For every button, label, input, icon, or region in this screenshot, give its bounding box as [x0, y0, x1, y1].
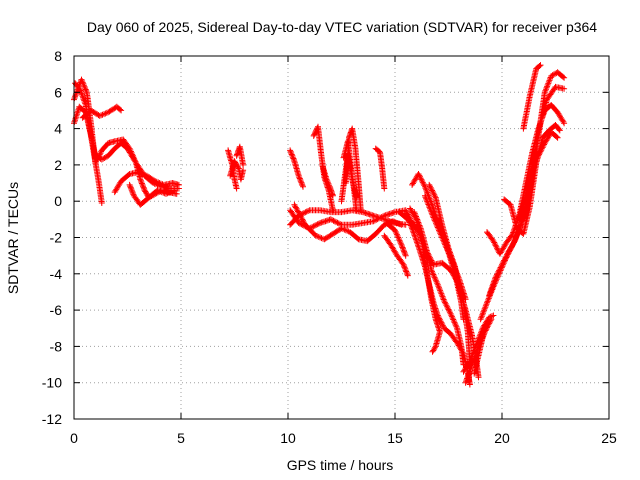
y-tick-label: -10 — [42, 375, 62, 391]
axis-ticks: 0 5 10 15 20 25 -12 -10 -8 -6 -4 -2 0 2 4 6 8 — [42, 48, 617, 446]
y-tick-label: 8 — [54, 48, 62, 64]
y-tick-label: -8 — [50, 338, 63, 354]
y-tick-label: 4 — [54, 121, 62, 137]
x-tick-label: 10 — [280, 430, 296, 446]
sdtvar-data-points — [71, 62, 568, 388]
y-tick-label: 6 — [54, 84, 62, 100]
y-tick-label: 0 — [54, 193, 62, 209]
y-tick-label: -4 — [50, 266, 63, 282]
data-points-layer — [71, 62, 568, 388]
x-tick-label: 25 — [601, 430, 617, 446]
x-axis-label: GPS time / hours — [287, 457, 394, 473]
x-tick-label: 5 — [177, 430, 185, 446]
chart-title: Day 060 of 2025, Sidereal Day-to-day VTE… — [87, 19, 597, 35]
x-tick-label: 0 — [70, 430, 78, 446]
y-axis-label: SDTVAR / TECUs — [5, 182, 21, 294]
y-tick-label: -6 — [50, 302, 63, 318]
y-tick-label: -12 — [42, 411, 62, 427]
y-tick-label: 2 — [54, 157, 62, 173]
y-tick-label: -2 — [50, 230, 63, 246]
grid-lines — [74, 56, 609, 419]
x-tick-label: 15 — [387, 430, 403, 446]
x-tick-label: 20 — [494, 430, 510, 446]
